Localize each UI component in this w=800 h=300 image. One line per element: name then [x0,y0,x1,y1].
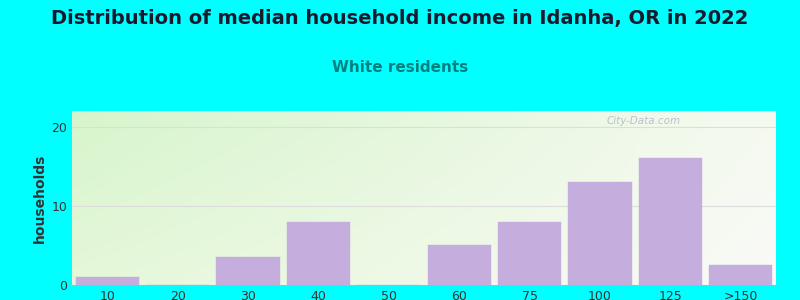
Bar [568,182,632,285]
Bar [286,222,350,285]
Bar [709,265,773,285]
Bar [638,158,702,285]
Text: White residents: White residents [332,60,468,75]
Bar [75,277,139,285]
Bar [427,245,491,285]
Text: City-Data.com: City-Data.com [607,116,681,126]
Text: Distribution of median household income in Idanha, OR in 2022: Distribution of median household income … [51,9,749,28]
Y-axis label: households: households [33,153,47,243]
Bar [498,222,562,285]
Bar [216,257,280,285]
